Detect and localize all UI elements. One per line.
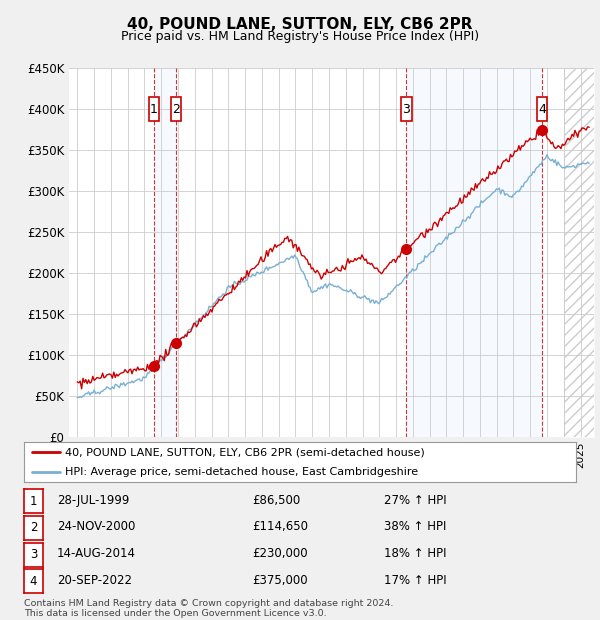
Text: 4: 4: [30, 575, 37, 588]
Text: 3: 3: [403, 103, 410, 116]
Text: £375,000: £375,000: [252, 574, 308, 587]
Text: 40, POUND LANE, SUTTON, ELY, CB6 2PR (semi-detached house): 40, POUND LANE, SUTTON, ELY, CB6 2PR (se…: [65, 447, 425, 457]
Text: Contains HM Land Registry data © Crown copyright and database right 2024.
This d: Contains HM Land Registry data © Crown c…: [24, 599, 394, 618]
Text: 1: 1: [30, 495, 37, 508]
FancyBboxPatch shape: [149, 97, 159, 122]
Text: 2: 2: [30, 521, 37, 534]
Text: Price paid vs. HM Land Registry's House Price Index (HPI): Price paid vs. HM Land Registry's House …: [121, 30, 479, 43]
Text: 27% ↑ HPI: 27% ↑ HPI: [384, 494, 446, 507]
Text: 14-AUG-2014: 14-AUG-2014: [57, 547, 136, 560]
Text: 3: 3: [30, 548, 37, 561]
Text: 28-JUL-1999: 28-JUL-1999: [57, 494, 130, 507]
Text: 40, POUND LANE, SUTTON, ELY, CB6 2PR: 40, POUND LANE, SUTTON, ELY, CB6 2PR: [127, 17, 473, 32]
Bar: [154, 68, 176, 437]
FancyBboxPatch shape: [538, 97, 547, 122]
Text: 18% ↑ HPI: 18% ↑ HPI: [384, 547, 446, 560]
Text: 2: 2: [172, 103, 180, 116]
Text: 20-SEP-2022: 20-SEP-2022: [57, 574, 132, 587]
Text: 17% ↑ HPI: 17% ↑ HPI: [384, 574, 446, 587]
Text: £114,650: £114,650: [252, 520, 308, 533]
FancyBboxPatch shape: [401, 97, 412, 122]
Text: 4: 4: [538, 103, 546, 116]
Text: 38% ↑ HPI: 38% ↑ HPI: [384, 520, 446, 533]
Text: 24-NOV-2000: 24-NOV-2000: [57, 520, 136, 533]
Text: HPI: Average price, semi-detached house, East Cambridgeshire: HPI: Average price, semi-detached house,…: [65, 467, 419, 477]
Text: 1: 1: [150, 103, 158, 116]
Text: £86,500: £86,500: [252, 494, 300, 507]
FancyBboxPatch shape: [172, 97, 181, 122]
Bar: [406, 68, 542, 437]
Text: £230,000: £230,000: [252, 547, 308, 560]
